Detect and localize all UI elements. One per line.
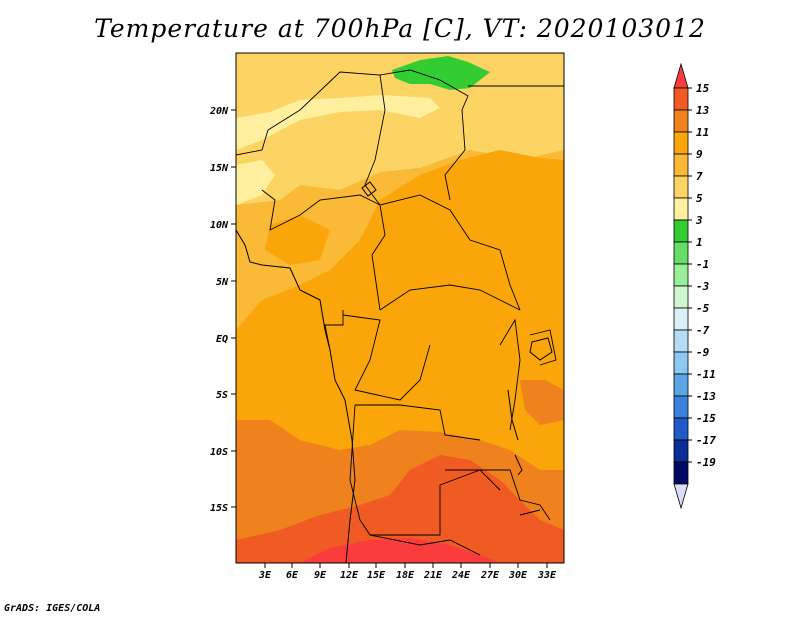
colorbar-label: -17 [696,434,716,447]
colorbar-swatch [673,461,689,485]
colorbar-label: -7 [696,324,710,337]
lon-label: 15E [367,570,386,581]
colorbar-bottom-arrow [673,483,689,510]
colorbar-swatch [673,131,689,155]
colorbar-label: -19 [696,456,716,469]
colorbar-label: 15 [696,82,710,95]
lat-label: 15N [210,163,229,174]
colorbar-top-arrow [673,62,689,89]
colorbar-swatch [673,307,689,331]
colorbar-label: 13 [696,104,710,117]
colorbar-swatch [673,219,689,243]
colorbar-label: 11 [696,126,709,139]
colorbar-label: -1 [696,258,709,271]
map-title: Temperature at 700hPa [C], VT: 202010301… [94,14,706,43]
colorbar-label: -15 [696,412,716,425]
lat-label: 5N [216,277,229,288]
colorbar-swatch [673,285,689,309]
colorbar-label: 5 [696,192,703,205]
lon-label: 33E [537,570,557,581]
colorbar-swatch [673,197,689,221]
lon-label: 30E [508,570,528,581]
colorbar-swatch [673,417,689,441]
lon-label: 3E [258,570,272,581]
lon-label: 27E [480,570,500,581]
colorbar-label: -9 [696,346,710,359]
lon-label: 6E [286,570,299,581]
colorbar-swatch [673,87,689,111]
colorbar-swatch [673,109,689,133]
credit-text: GrADS: IGES/COLA [4,603,101,614]
colorbar-swatch [673,329,689,353]
colorbar-swatch [673,395,689,419]
colorbar-swatch [673,439,689,463]
colorbar-label: -13 [696,390,716,403]
colorbar-label: 7 [696,170,703,183]
lat-label: 20N [209,106,229,117]
lon-label: 12E [340,570,359,581]
lat-label: 10S [210,447,228,458]
colorbar-swatch [673,351,689,375]
colorbar-label: -5 [696,302,710,315]
lon-label: 21E [423,570,443,581]
lat-label: 10N [210,220,229,231]
colorbar-swatch [673,263,689,287]
colorbar-label: -3 [696,280,710,293]
colorbar-label: 9 [696,148,703,161]
map-frame [235,52,565,564]
lon-label: 18E [396,570,415,581]
longitude-axis: 3E 6E 9E 12E 15E 18E 21E 24E 27E 30E 33E [258,563,557,581]
latitude-axis: 20N 15N 10N 5N EQ 5S 10S 15S [209,106,236,514]
temperature-field [236,53,564,563]
colorbar-label: 3 [695,214,703,227]
lat-label: EQ [216,334,228,345]
colorbar-swatch [673,373,689,397]
lat-label: 15S [210,503,228,514]
colorbar-swatch [673,175,689,199]
colorbar-swatch [673,153,689,177]
colorbar: 15 13 11 9 7 5 3 1 -1 -3 -5 -7 -9 -11 -13 -15 -17 -19 [673,62,716,510]
lat-label: 5S [216,390,228,401]
lon-label: 9E [314,570,327,581]
colorbar-swatch [673,241,689,265]
colorbar-label: -11 [696,368,716,381]
lon-label: 24E [451,570,471,581]
colorbar-label: 1 [696,236,703,249]
